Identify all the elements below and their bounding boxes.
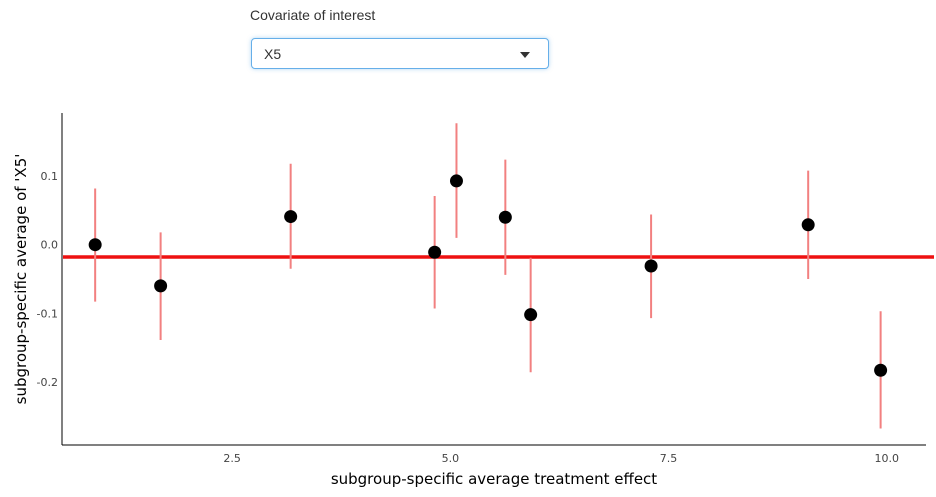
error-bars: [94, 123, 882, 429]
data-point: [801, 218, 815, 232]
x-tick-label: 7.5: [660, 452, 678, 465]
covariate-label: Covariate of interest: [250, 7, 376, 23]
data-point: [449, 174, 463, 188]
data-point: [88, 238, 102, 252]
data-point: [428, 245, 442, 259]
y-tick-label: 0.0: [41, 239, 59, 252]
data-point: [154, 279, 168, 293]
data-point: [874, 363, 888, 377]
plot-axes: [61, 113, 926, 446]
x-axis-title: subgroup-specific average treatment effe…: [331, 470, 657, 488]
chevron-down-icon[interactable]: [520, 52, 530, 58]
x-tick-label: 2.5: [223, 452, 241, 465]
tick-labels: 2.5 5.0 7.5 10.0 -0.2 -0.1 0.0 0.1: [37, 170, 899, 465]
data-points: [88, 174, 888, 377]
covariate-select-value: X5: [264, 46, 282, 62]
y-tick-label: -0.2: [37, 376, 58, 389]
x-tick-label: 5.0: [442, 452, 460, 465]
y-tick-label: 0.1: [41, 170, 59, 183]
covariate-select[interactable]: X5: [251, 38, 549, 69]
y-tick-label: -0.1: [37, 307, 58, 320]
x-tick-label: 10.0: [874, 452, 899, 465]
data-point: [524, 308, 538, 322]
data-point: [644, 259, 658, 273]
data-point: [498, 210, 512, 224]
data-point: [284, 210, 298, 224]
y-axis-title: subgroup-specific average of 'X5': [12, 154, 30, 405]
